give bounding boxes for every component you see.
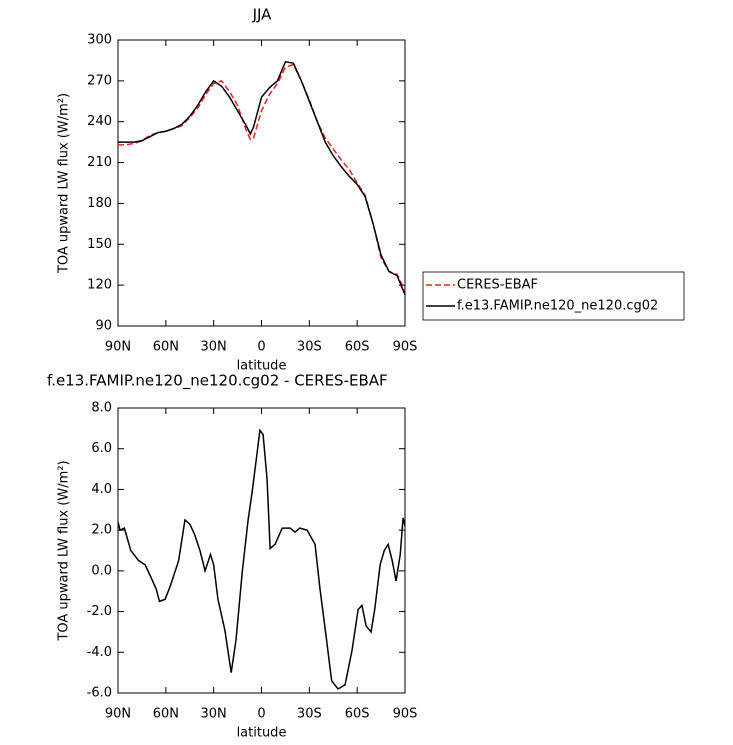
- x-tick-label: 90N: [105, 707, 131, 722]
- x-axis-label: latitude: [237, 726, 287, 741]
- x-tick-label: 30S: [297, 707, 322, 722]
- plot-frame: [117, 39, 406, 327]
- x-tick-label: 30N: [201, 707, 227, 722]
- y-tick-label: 300: [87, 33, 112, 48]
- y-tick-label: 210: [87, 155, 112, 170]
- y-tick-label: 90: [95, 319, 112, 334]
- y-tick-label: 120: [87, 278, 112, 293]
- x-tick-label: 90N: [105, 340, 131, 355]
- y-tick-label: 180: [87, 196, 112, 211]
- y-tick-label: -6.0: [87, 686, 112, 701]
- y-tick-label: 6.0: [91, 441, 112, 456]
- x-tick-label: 90S: [393, 340, 418, 355]
- y-tick-label: 4.0: [91, 482, 112, 497]
- x-tick-label: 0: [257, 707, 265, 722]
- legend-frame: [422, 271, 685, 321]
- y-tick-label: 240: [87, 114, 112, 129]
- x-axis-label: latitude: [237, 359, 287, 374]
- chart-title: f.e13.FAMIP.ne120_ne120.cg02 - CERES-EBA…: [47, 372, 388, 391]
- x-tick-label: 60S: [345, 340, 370, 355]
- y-tick-label: 8.0: [91, 401, 112, 416]
- data-line: [117, 428, 406, 690]
- y-tick-label: 0.0: [91, 563, 112, 578]
- plot-frame: [117, 407, 406, 694]
- y-tick-label: 2.0: [91, 523, 112, 538]
- x-tick-label: 30S: [297, 340, 322, 355]
- y-tick-label: -4.0: [87, 645, 112, 660]
- y-tick-label: 150: [87, 237, 112, 252]
- chart-title: JJA: [252, 6, 273, 24]
- data-line: [118, 63, 406, 291]
- legend-label: f.e13.FAMIP.ne120_ne120.cg02: [457, 299, 658, 314]
- y-axis-label: TOA upward LW flux (W/m²): [57, 93, 72, 274]
- data-line: [118, 60, 406, 295]
- x-tick-label: 90S: [393, 707, 418, 722]
- x-tick-label: 0: [257, 340, 265, 355]
- legend-label: CERES-EBAF: [457, 278, 538, 293]
- x-tick-label: 30N: [201, 340, 227, 355]
- x-tick-label: 60S: [345, 707, 370, 722]
- y-tick-label: -2.0: [87, 604, 112, 619]
- x-tick-label: 60N: [153, 340, 179, 355]
- y-axis-label: TOA upward LW flux (W/m²): [57, 460, 72, 641]
- y-tick-label: 270: [87, 73, 112, 88]
- x-tick-label: 60N: [153, 707, 179, 722]
